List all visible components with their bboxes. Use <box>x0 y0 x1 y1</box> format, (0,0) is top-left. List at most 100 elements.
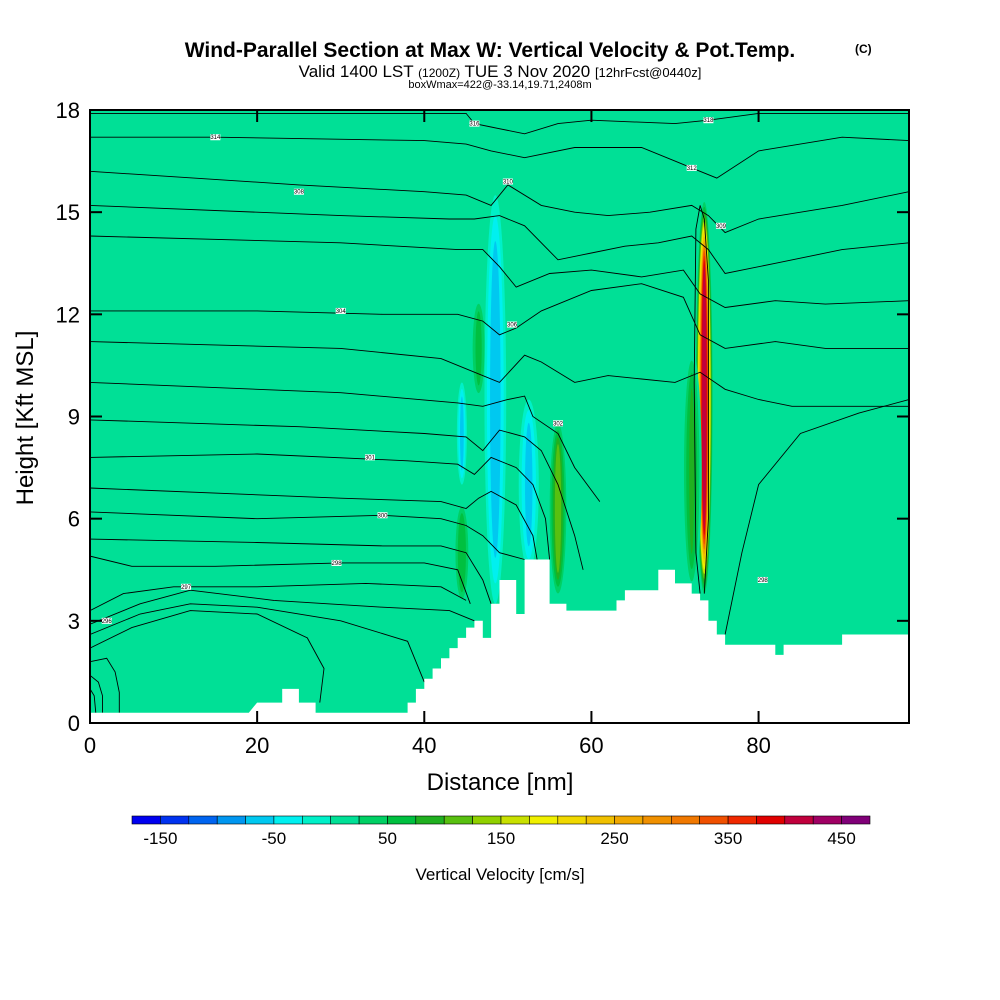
contour-label-text: 301 <box>365 455 376 461</box>
colorbar-swatch <box>216 815 246 825</box>
colorbar-swatch <box>330 815 360 825</box>
downdraft-core-6 <box>518 399 539 570</box>
contour-label-text: 310 <box>503 180 514 186</box>
contour-label-text: 298 <box>758 578 769 584</box>
field-contour <box>689 388 695 554</box>
contour-label-bg <box>469 120 480 127</box>
contour-label-10: 306 <box>507 321 518 329</box>
contour-label-bg <box>686 164 697 171</box>
isentrope-7 <box>90 381 601 502</box>
valid-time: Valid 1400 LST <box>299 62 414 81</box>
updraft-core-3 <box>681 348 702 594</box>
y-tick-label: 0 <box>68 711 80 736</box>
contour-label-8: 316 <box>469 120 480 128</box>
isentrope-15 <box>90 589 475 625</box>
downdraft-core-7 <box>456 382 467 485</box>
x-tick-label: 60 <box>579 733 603 758</box>
contour-label-text: 316 <box>469 122 480 128</box>
colorbar-swatch <box>812 815 842 825</box>
y-tick-label: 15 <box>56 200 80 225</box>
contour-label-bg <box>507 321 518 328</box>
contour-label-text: 308 <box>294 190 305 196</box>
field-contour <box>460 399 464 469</box>
contour-label-text: 297 <box>181 585 192 591</box>
box-info: boxWmax=422@-33.14,19.71,2408m <box>408 79 591 91</box>
isentrope-17 <box>90 610 325 703</box>
isentrope-19 <box>90 674 103 713</box>
isentrope-1 <box>90 136 909 179</box>
colorbar-swatch <box>529 815 559 825</box>
chart-subtitle: Valid 1400 LST (1200Z) TUE 3 Nov 2020 [1… <box>299 62 702 81</box>
contour-label-text: 298 <box>332 561 343 567</box>
colorbar-swatch <box>585 815 615 825</box>
colorbar-swatch <box>131 815 161 825</box>
colorbar-swatch <box>500 815 530 825</box>
isentrope-18 <box>90 657 120 713</box>
isentrope-0 <box>90 112 909 135</box>
colorbar-tick-label: 350 <box>714 829 742 848</box>
isentrope-10 <box>90 487 538 560</box>
colorbar-swatch <box>245 815 275 825</box>
contour-label-bg <box>502 178 513 185</box>
plot-area: 3143083043013002982972963163103063023123… <box>56 98 910 758</box>
field-contour <box>702 265 707 530</box>
y-tick-label: 12 <box>56 302 80 327</box>
isentrope-4 <box>90 235 909 308</box>
colorbar-swatch <box>614 815 644 825</box>
colorbar-swatch <box>727 815 757 825</box>
contour-label-11: 302 <box>553 420 564 427</box>
isentrope-21 <box>724 399 909 635</box>
x-tick-label: 0 <box>84 733 96 758</box>
contour-label-bg <box>181 583 192 590</box>
isentrope-16 <box>90 603 425 683</box>
contour-label-15: 298 <box>758 576 769 584</box>
colorbar-tick-label: -50 <box>262 829 287 848</box>
y-tick-label: 6 <box>68 507 80 532</box>
contour-label-text: 318 <box>703 118 714 124</box>
axis-ticks: 0 20 40 60 80 0 3 6 9 12 15 18 <box>56 98 909 758</box>
colorbar-swatch <box>472 815 502 825</box>
contour-label-7: 296 <box>102 617 112 625</box>
colorbar-swatch <box>160 815 190 825</box>
copyright-mark: (C) <box>855 42 872 56</box>
x-tick-label: 20 <box>245 733 269 758</box>
contour-label-text: 306 <box>507 323 518 329</box>
contour-label-12: 312 <box>686 164 698 172</box>
contour-label-text: 309 <box>716 224 727 230</box>
updraft-core-1 <box>547 416 569 601</box>
forecast-info: [12hrFcst@0440z] <box>595 65 701 80</box>
contour-labels: 314 308 304 301 300 298 297 296 316 310 306 302 312 3… <box>102 117 769 625</box>
contour-label-text: 312 <box>687 166 698 172</box>
isentrope-5 <box>90 283 909 349</box>
isentrope-12 <box>90 538 492 604</box>
contour-label-bg <box>703 117 714 124</box>
colorbar-swatch <box>443 815 473 825</box>
contour-label-bg <box>364 454 375 461</box>
colorbar-swatch <box>387 815 417 825</box>
isentrope-9 <box>90 453 551 560</box>
valid-date: TUE 3 Nov 2020 <box>465 62 591 81</box>
contour-label-bg <box>377 512 388 519</box>
field-contour <box>476 313 481 383</box>
contour-label-5: 298 <box>332 559 343 567</box>
colorbar-tick-label: 150 <box>487 829 515 848</box>
contour-label-13: 318 <box>703 117 714 124</box>
colorbar-tick-label: 450 <box>827 829 855 848</box>
colorbar-swatch <box>557 815 587 825</box>
updraft-core-2 <box>453 501 471 604</box>
colorbar-swatch <box>699 815 729 825</box>
colorbar-swatch <box>642 815 672 825</box>
isentrope-lines <box>90 112 909 713</box>
x-tick-label: 80 <box>746 733 770 758</box>
contour-label-text: 300 <box>377 513 388 519</box>
colorbar-swatch <box>188 815 218 825</box>
field-contour <box>492 261 499 538</box>
colorbar-swatch <box>415 815 445 825</box>
colorbar-swatch <box>784 815 814 825</box>
chart-title: Wind-Parallel Section at Max W: Vertical… <box>185 39 796 62</box>
isentrope-3 <box>90 204 909 274</box>
colorbar-tick-label: 250 <box>600 829 628 848</box>
updraft-core-4 <box>470 297 487 400</box>
y-axis-label: Height [Kft MSL] <box>12 331 39 506</box>
contour-label-bg <box>293 188 304 195</box>
